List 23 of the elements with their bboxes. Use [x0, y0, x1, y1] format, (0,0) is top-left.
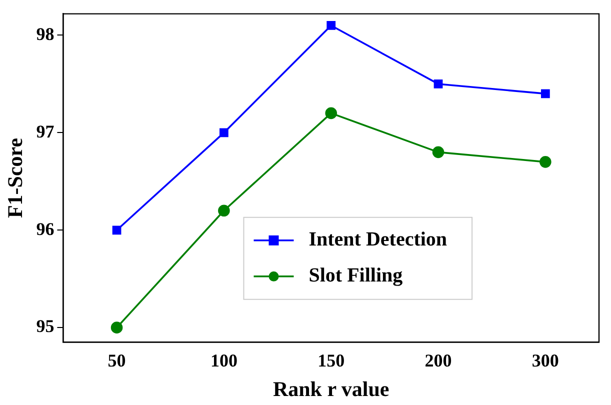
point	[110, 322, 123, 334]
y-tick-label: 96	[36, 218, 54, 239]
point	[434, 80, 443, 88]
point	[112, 226, 122, 235]
x-axis-title: Rank r value	[272, 376, 390, 401]
y-tick-label: 97	[36, 121, 54, 142]
x-tick-label: 100	[210, 350, 238, 371]
x-tick-label: 300	[532, 350, 559, 371]
legend-label: Slot Filling	[308, 264, 403, 287]
point	[218, 204, 230, 217]
point	[220, 128, 228, 138]
y-tick-label: 95	[36, 316, 54, 336]
point	[540, 89, 550, 98]
x-tick-label: 150	[318, 350, 345, 371]
y-axis-title: F1-Score	[3, 138, 28, 218]
x-tick-label: 200	[424, 350, 452, 371]
point	[540, 156, 552, 168]
point	[432, 146, 444, 158]
y-tick-label: 98	[36, 24, 54, 44]
point	[326, 21, 336, 30]
x-tick-label: 50	[108, 350, 126, 371]
point	[325, 107, 337, 120]
legend-label: Intent Detection	[308, 228, 448, 251]
